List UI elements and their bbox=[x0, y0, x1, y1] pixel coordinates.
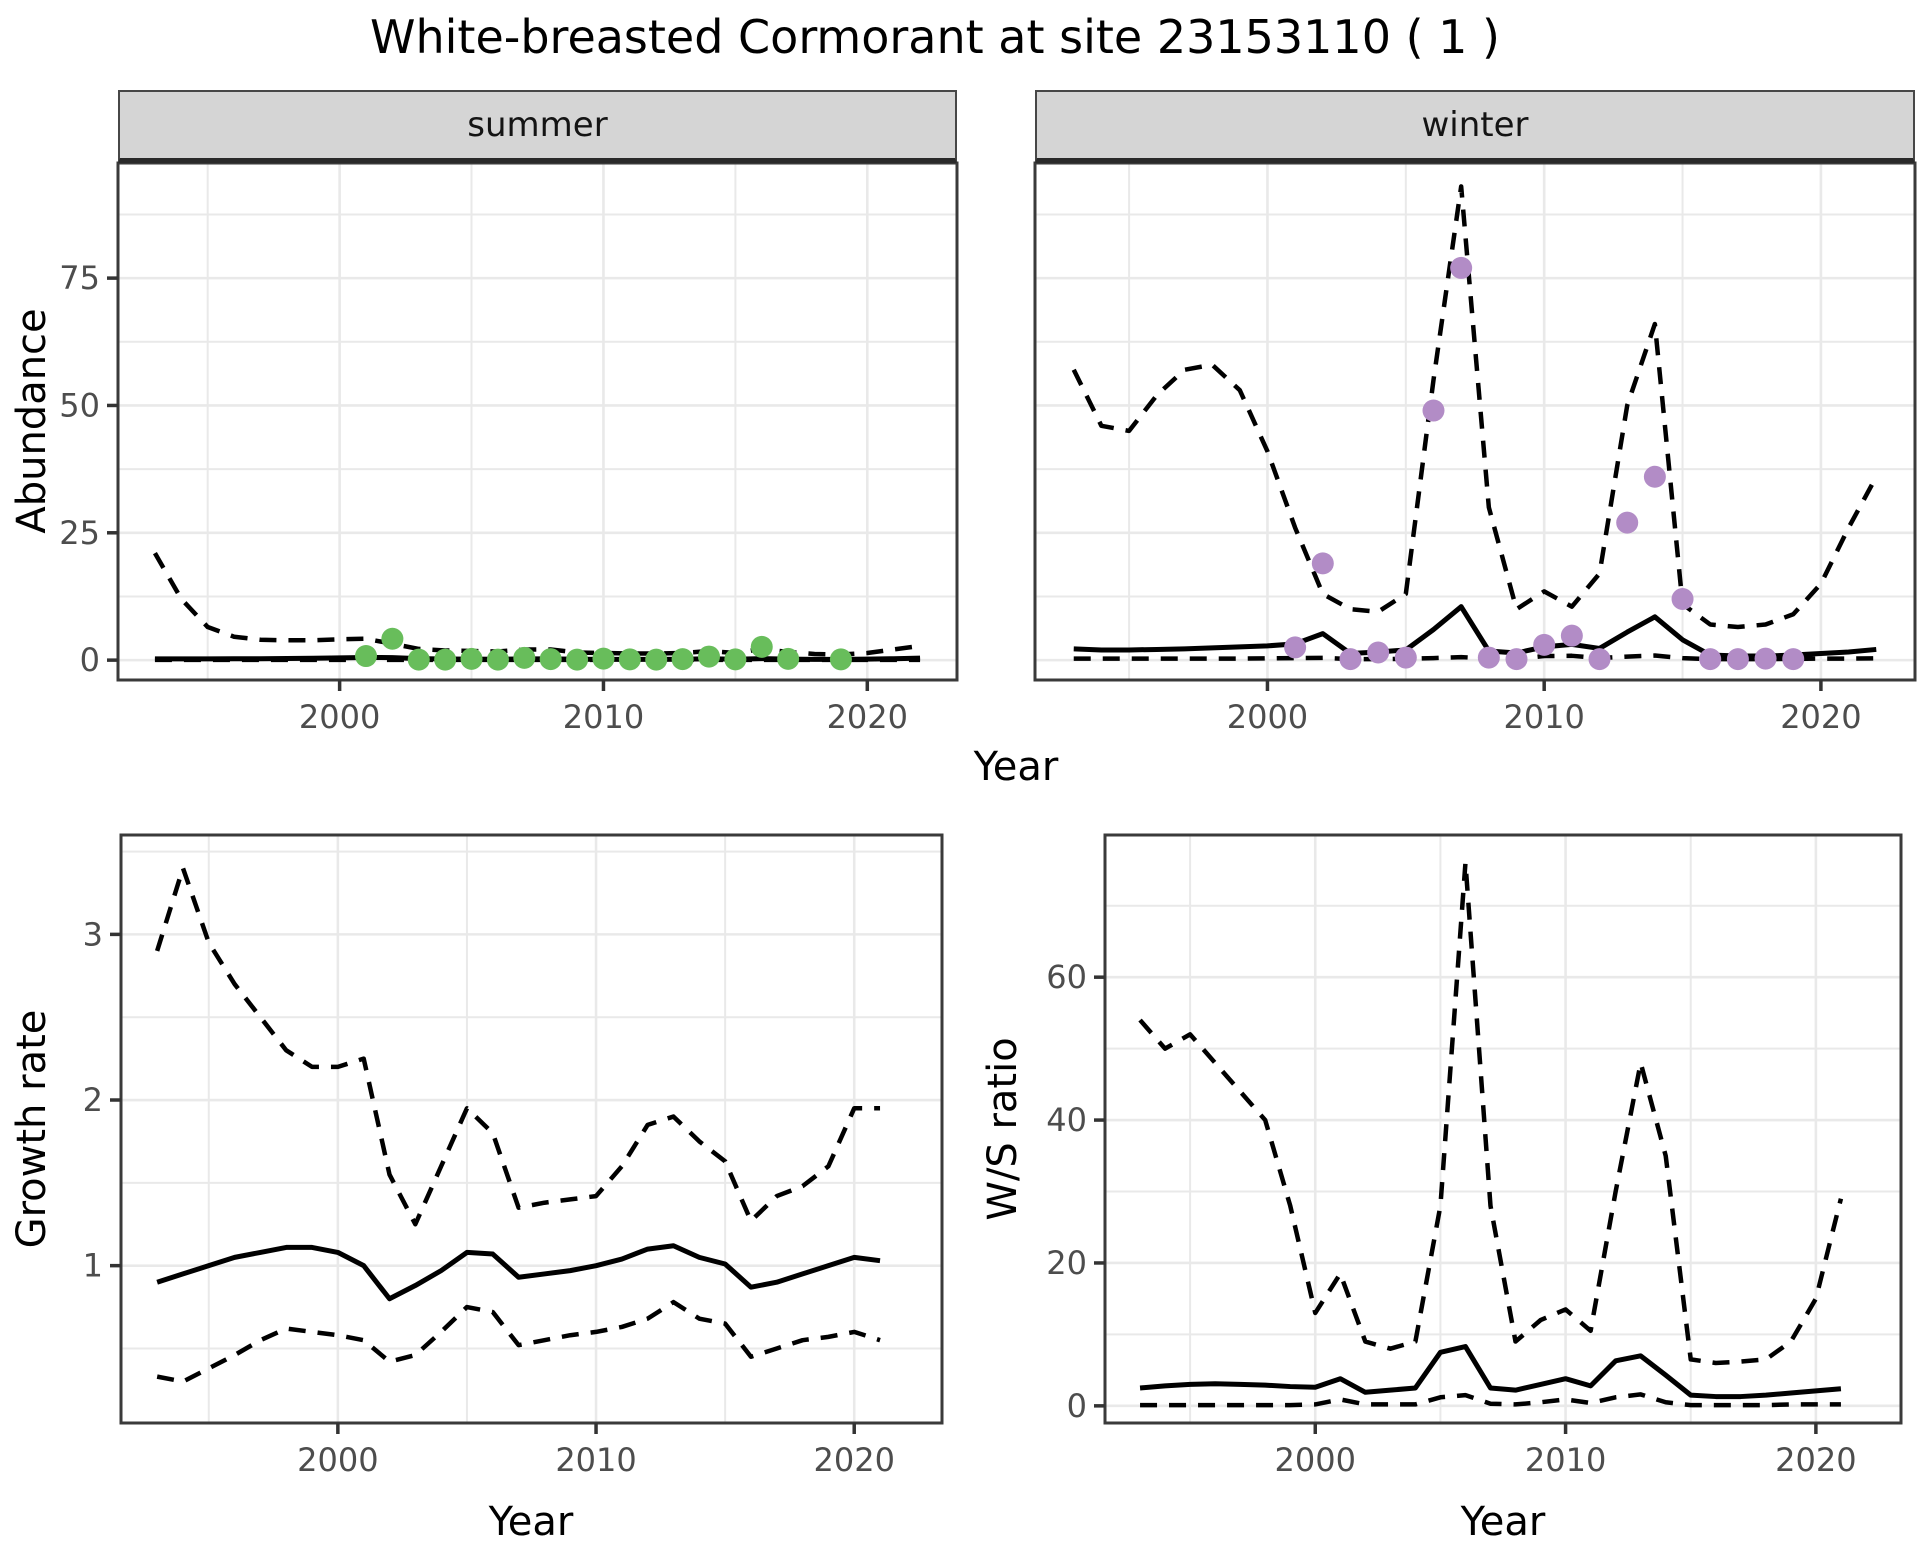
upper_ci-line bbox=[1138, 860, 1844, 1366]
data-point bbox=[1367, 641, 1390, 664]
data-point bbox=[1616, 511, 1639, 534]
data-point bbox=[697, 645, 720, 668]
data-point bbox=[1450, 256, 1473, 279]
y-tick-label: 1 bbox=[83, 1247, 103, 1285]
data-point bbox=[434, 648, 457, 671]
data-point bbox=[1505, 648, 1528, 671]
y-axis-title-ws-ratio: W/S ratio bbox=[980, 1037, 1026, 1221]
y-tick-label: 75 bbox=[59, 259, 100, 297]
x-tick-label: 2020 bbox=[814, 1441, 895, 1479]
data-point bbox=[724, 648, 747, 671]
y-axis-title-abundance: Abundance bbox=[9, 308, 55, 534]
data-point bbox=[1394, 646, 1417, 669]
y-tick-label: 0 bbox=[80, 641, 100, 679]
x-tick-label: 2000 bbox=[1275, 1441, 1356, 1479]
data-point bbox=[1726, 648, 1749, 671]
x-tick-label: 2010 bbox=[555, 1441, 636, 1479]
data-point bbox=[1284, 636, 1307, 659]
x-tick-label: 2000 bbox=[297, 1441, 378, 1479]
lower_ci-line bbox=[1140, 1392, 1841, 1408]
y-tick-label: 25 bbox=[59, 514, 100, 552]
data-point bbox=[513, 646, 536, 669]
data-point bbox=[592, 647, 615, 670]
x-axis-title-year-bottom-right: Year bbox=[1460, 1499, 1546, 1545]
median_fit-line bbox=[156, 1243, 881, 1302]
data-point bbox=[750, 635, 773, 658]
x-tick-label: 2020 bbox=[827, 698, 908, 736]
data-point bbox=[777, 647, 800, 670]
upper_ci-line bbox=[1071, 184, 1879, 630]
x-axis-title-year-bottom-left: Year bbox=[488, 1499, 574, 1545]
data-point bbox=[618, 648, 641, 671]
lower_ci-line bbox=[156, 1299, 881, 1384]
panel-series-Growth rate bbox=[154, 865, 881, 1384]
data-point bbox=[1754, 647, 1777, 670]
x-axis-title-year-top: Year bbox=[973, 744, 1059, 790]
panel-series-W/S ratio bbox=[1138, 860, 1844, 1408]
data-point bbox=[1533, 633, 1556, 656]
panel-border bbox=[116, 161, 959, 682]
x-tick-label: 2010 bbox=[563, 698, 644, 736]
data-point bbox=[1643, 465, 1666, 488]
facet-strip-winter-label: winter bbox=[1421, 105, 1529, 145]
facet-strip-summer: summer bbox=[118, 90, 957, 163]
y-tick-label: 0 bbox=[1067, 1387, 1087, 1425]
y-tick-label: 60 bbox=[1046, 958, 1087, 996]
panel-series-summer bbox=[152, 552, 921, 671]
x-tick-label: 2020 bbox=[1775, 1441, 1856, 1479]
median_fit-line bbox=[1139, 1344, 1842, 1400]
data-point bbox=[1311, 552, 1334, 575]
page-title: White-breasted Cormorant at site 2315311… bbox=[369, 10, 1500, 64]
upper_ci-line bbox=[154, 865, 881, 1227]
y-tick-label: 3 bbox=[83, 915, 103, 953]
x-tick-label: 2000 bbox=[1227, 698, 1308, 736]
data-point bbox=[460, 647, 483, 670]
y-tick-label: 20 bbox=[1046, 1244, 1087, 1282]
x-tick-label: 2000 bbox=[299, 698, 380, 736]
data-point bbox=[381, 627, 404, 650]
y-axis-title-growth-rate: Growth rate bbox=[9, 1009, 55, 1249]
facet-strip-summer-label: summer bbox=[467, 105, 608, 145]
y-tick-label: 40 bbox=[1046, 1101, 1087, 1139]
data-point bbox=[539, 648, 562, 671]
data-point bbox=[1422, 399, 1445, 422]
data-point bbox=[1782, 648, 1805, 671]
x-tick-label: 2020 bbox=[1780, 698, 1861, 736]
panel-border bbox=[1103, 833, 1903, 1425]
x-tick-label: 2010 bbox=[1525, 1441, 1606, 1479]
data-point bbox=[1588, 648, 1611, 671]
panel-series-winter bbox=[1071, 184, 1879, 671]
data-point bbox=[645, 648, 668, 671]
panel-border bbox=[1033, 161, 1917, 682]
data-point bbox=[1699, 648, 1722, 671]
y-tick-label: 2 bbox=[83, 1081, 103, 1119]
upper_ci-line bbox=[152, 552, 921, 657]
data-point bbox=[1477, 646, 1500, 669]
panel-border bbox=[119, 833, 944, 1425]
y-tick-label: 50 bbox=[59, 386, 100, 424]
facet-strip-winter: winter bbox=[1035, 90, 1915, 163]
data-point bbox=[355, 645, 378, 668]
data-point bbox=[1339, 648, 1362, 671]
data-point bbox=[671, 648, 694, 671]
data-point bbox=[407, 648, 430, 671]
x-tick-label: 2010 bbox=[1503, 698, 1584, 736]
data-point bbox=[829, 648, 852, 671]
median_fit-line bbox=[1073, 604, 1877, 659]
data-point bbox=[566, 648, 589, 671]
data-point bbox=[1560, 624, 1583, 647]
data-point bbox=[1671, 588, 1694, 611]
data-point bbox=[486, 648, 509, 671]
